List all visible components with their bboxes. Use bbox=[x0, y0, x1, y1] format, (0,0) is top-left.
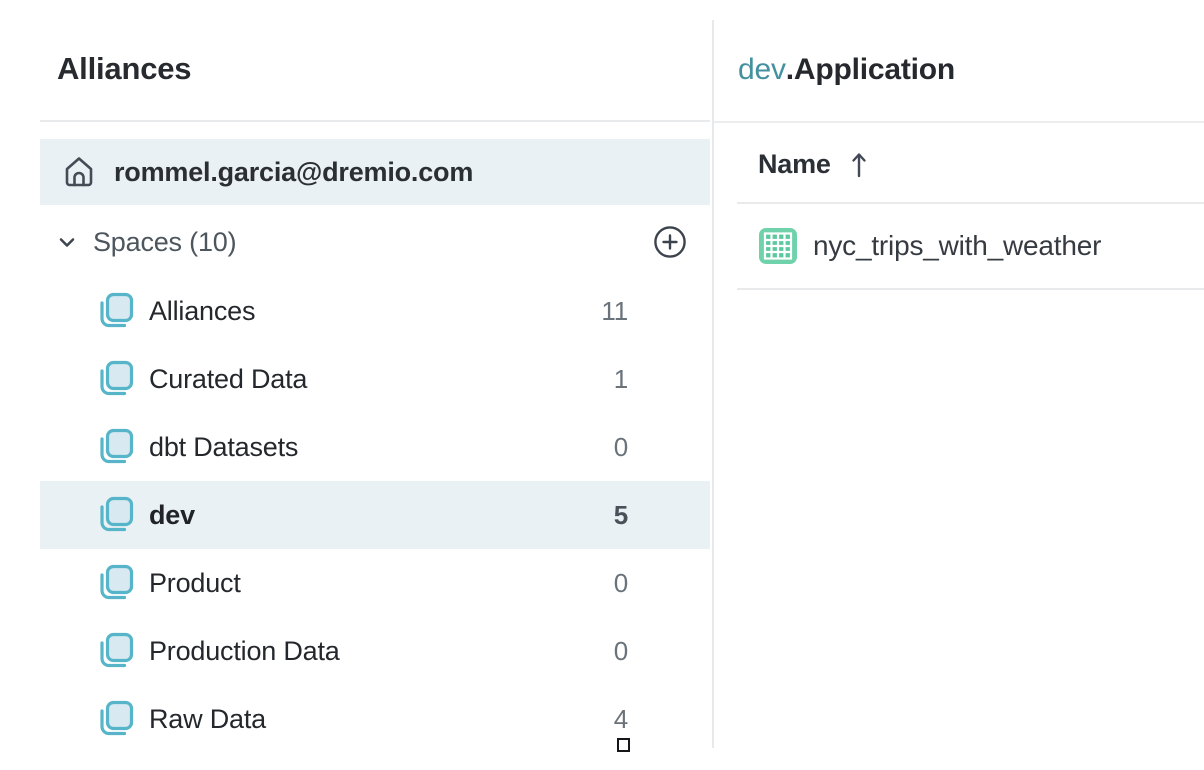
space-label: Production Data bbox=[149, 635, 340, 666]
space-label: dbt Datasets bbox=[149, 431, 299, 462]
breadcrumb-entity: Application bbox=[793, 53, 956, 86]
chevron-down-icon[interactable] bbox=[55, 230, 79, 254]
divider bbox=[40, 120, 710, 122]
space-list-item[interactable]: Alliances 11 bbox=[40, 277, 710, 345]
space-label: dev bbox=[149, 499, 195, 530]
space-dataset-count: 0 bbox=[613, 567, 628, 598]
breadcrumb-separator: . bbox=[785, 53, 794, 86]
space-label: Curated Data bbox=[149, 363, 308, 394]
space-icon bbox=[100, 292, 134, 328]
spaces-list: Alliances 11 Curated Data 1 dbt Datasets… bbox=[40, 277, 710, 753]
space-list-item[interactable]: Production Data 0 bbox=[40, 617, 710, 685]
space-icon bbox=[100, 428, 134, 464]
space-list-item[interactable]: Curated Data 1 bbox=[40, 345, 710, 413]
right-panel: dev.Application Name nyc_trips_with_weat… bbox=[714, 0, 1204, 770]
space-icon bbox=[100, 496, 134, 532]
stray-square-artifact bbox=[617, 738, 630, 752]
space-dataset-count: 11 bbox=[601, 295, 628, 326]
space-icon bbox=[100, 700, 134, 736]
spaces-header-label: Spaces (10) bbox=[93, 226, 237, 257]
space-label: Product bbox=[149, 567, 241, 598]
arrow-up-icon sort-ascending-icon bbox=[851, 149, 867, 179]
left-panel-title: Alliances bbox=[57, 51, 192, 86]
space-dataset-count: 1 bbox=[613, 363, 628, 394]
space-label: Alliances bbox=[149, 295, 256, 326]
space-list-item[interactable]: Product 0 bbox=[40, 549, 710, 617]
space-icon bbox=[100, 632, 134, 668]
divider bbox=[714, 121, 1204, 123]
breadcrumb-title: dev.Application bbox=[738, 51, 955, 88]
space-dataset-count: 5 bbox=[613, 499, 628, 530]
dataset-name: nyc_trips_with_weather bbox=[813, 230, 1102, 261]
column-header-label: Name bbox=[758, 148, 831, 179]
panel-divider bbox=[712, 20, 714, 748]
space-list-item[interactable]: Raw Data 4 bbox=[40, 685, 710, 753]
dataset-table-icon bbox=[759, 228, 797, 264]
spaces-section-header[interactable]: Spaces (10) bbox=[40, 219, 710, 265]
left-panel: Alliances rommel.garcia@dremio.com Space… bbox=[40, 51, 710, 753]
add-space-button plus-circle-icon[interactable] bbox=[653, 225, 687, 259]
home-icon bbox=[65, 157, 93, 187]
space-list-item[interactable]: dbt Datasets 0 bbox=[40, 413, 710, 481]
space-dataset-count: 0 bbox=[613, 431, 628, 462]
space-list-item[interactable]: dev 5 bbox=[40, 481, 710, 549]
space-dataset-count: 4 bbox=[613, 703, 628, 734]
home-space-label: rommel.garcia@dremio.com bbox=[114, 156, 474, 187]
space-icon bbox=[100, 360, 134, 396]
divider bbox=[737, 202, 1204, 204]
space-dataset-count: 0 bbox=[613, 635, 628, 666]
space-icon bbox=[100, 564, 134, 600]
dataset-list: nyc_trips_with_weather bbox=[737, 204, 1204, 290]
dataset-table-row[interactable]: nyc_trips_with_weather bbox=[737, 204, 1204, 290]
table-column-header-name[interactable]: Name bbox=[758, 147, 867, 181]
breadcrumb-space-link[interactable]: dev bbox=[738, 53, 786, 86]
space-label: Raw Data bbox=[149, 703, 266, 734]
home-space-item[interactable]: rommel.garcia@dremio.com bbox=[40, 139, 710, 205]
